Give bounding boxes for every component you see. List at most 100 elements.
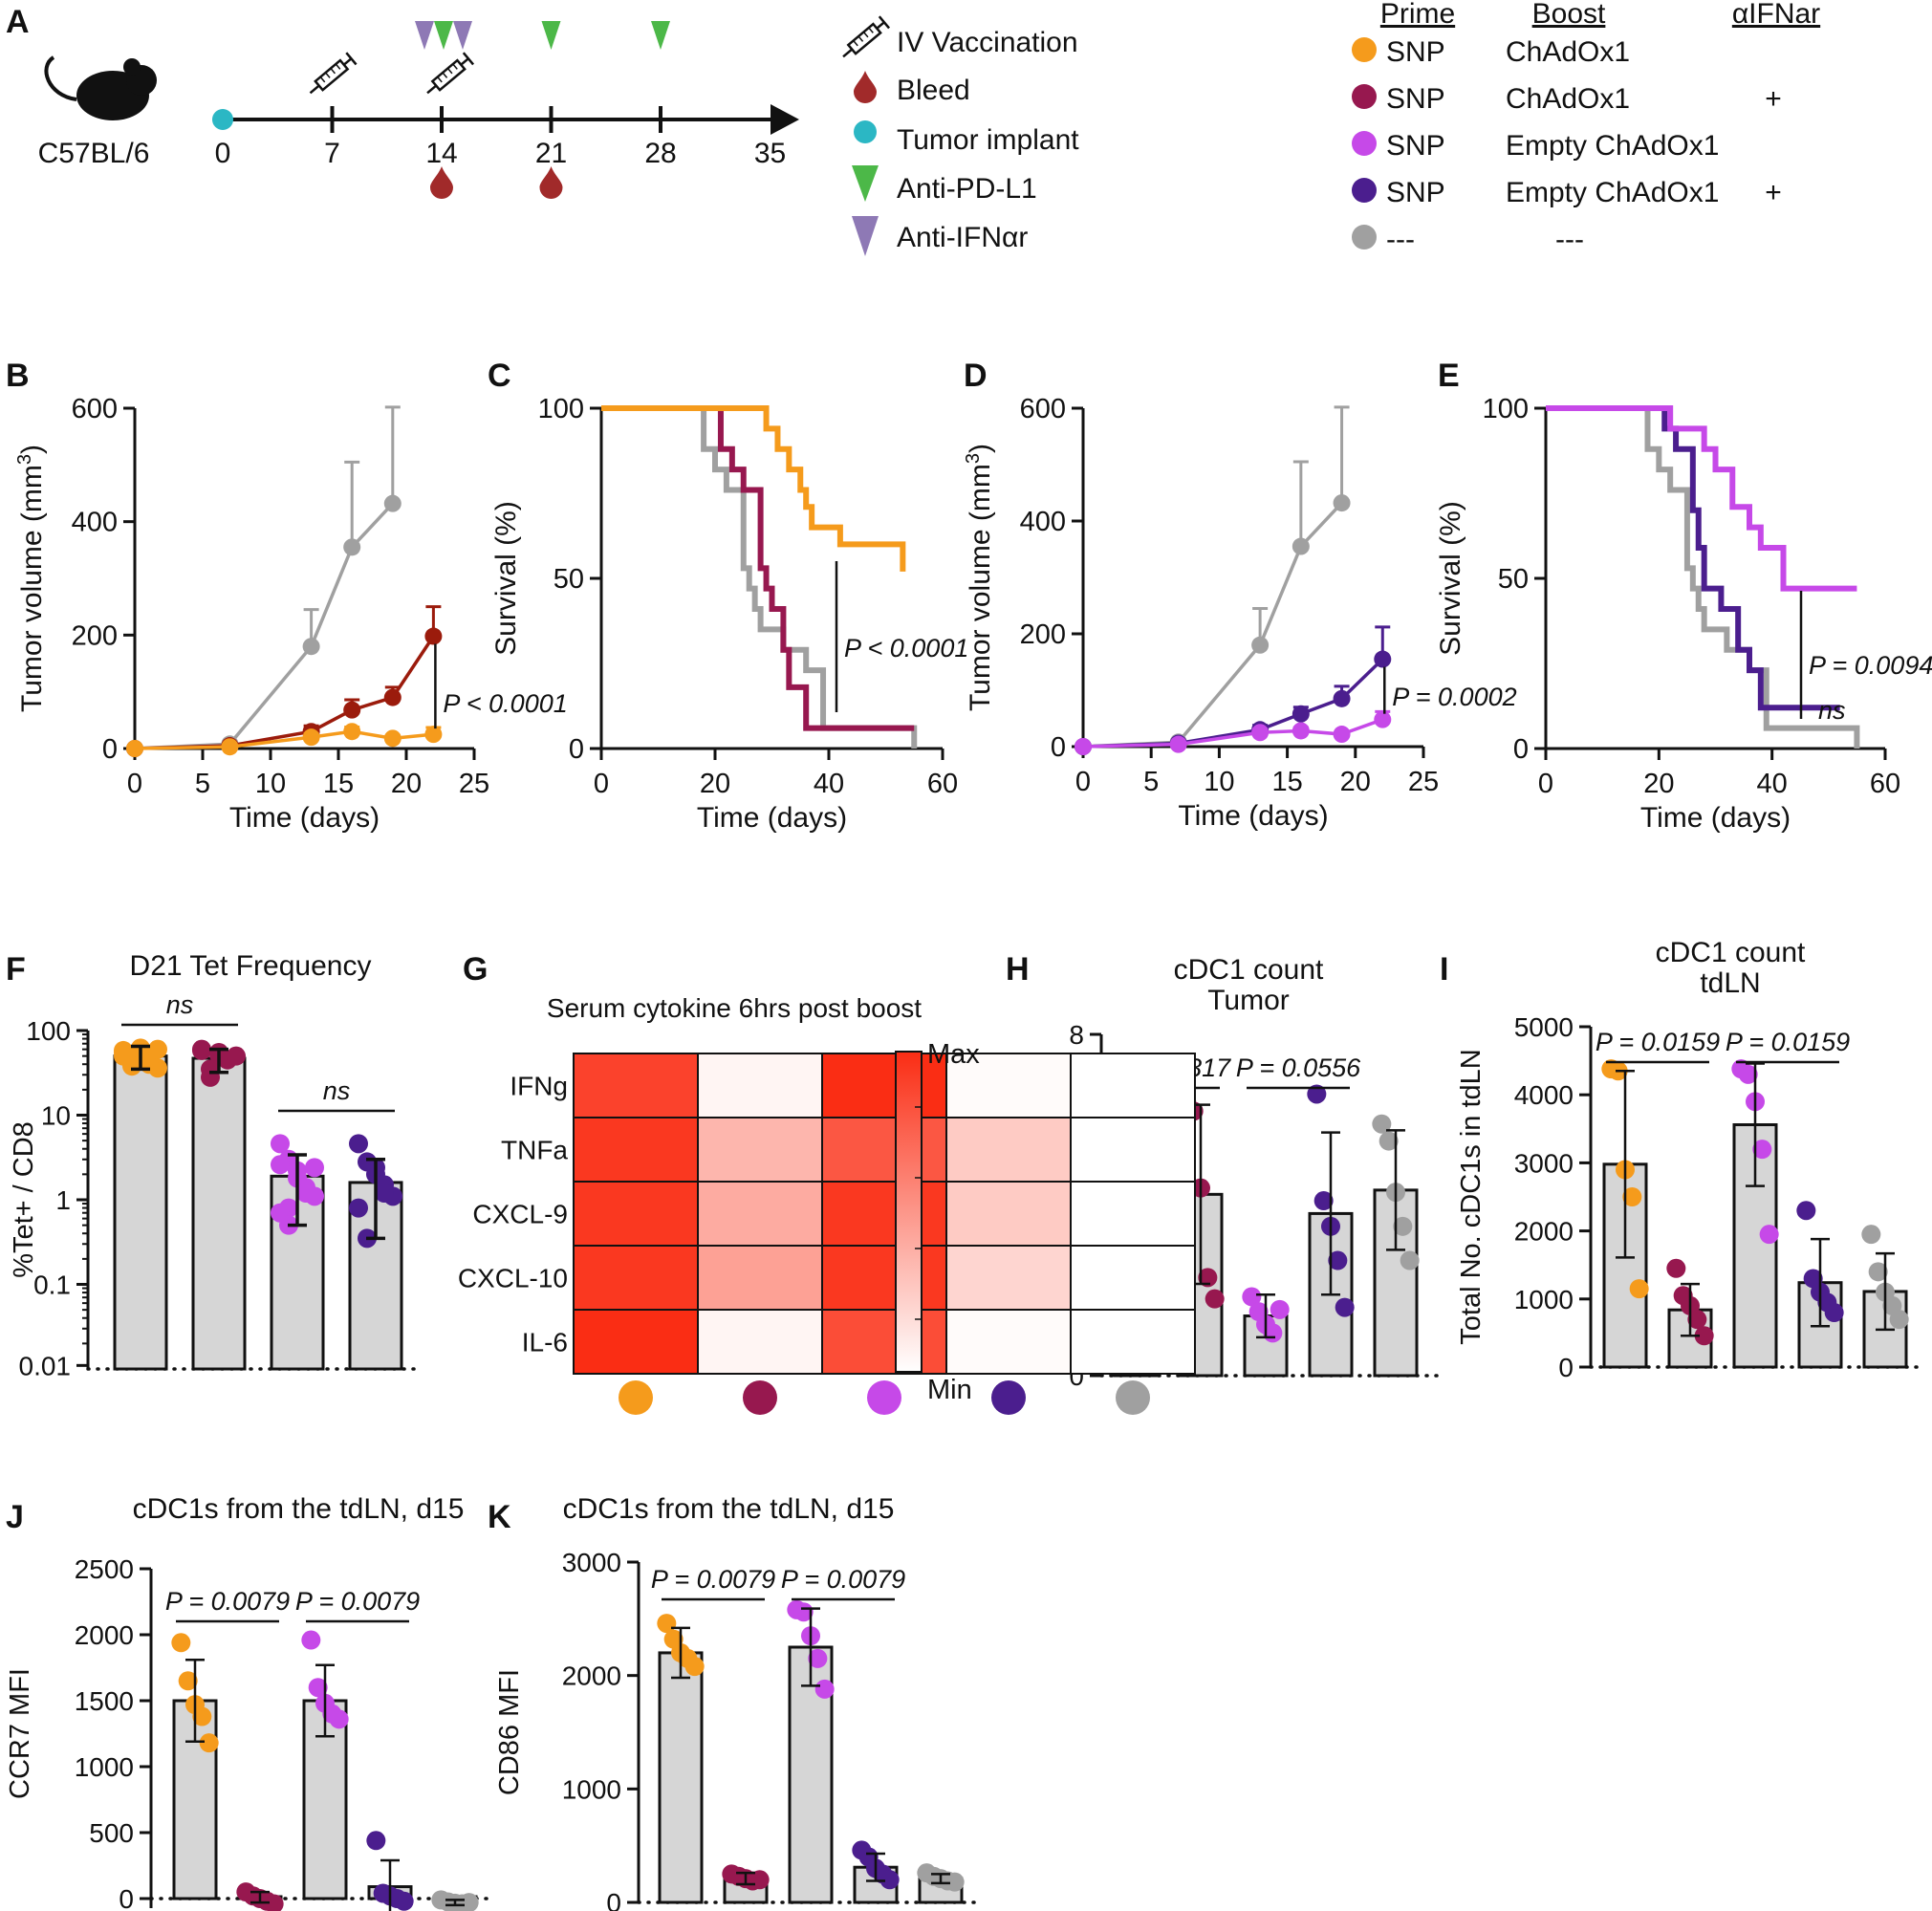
comparison-label: P = 0.0079	[651, 1565, 775, 1594]
data-point	[684, 1657, 705, 1677]
y-tick-label: 100	[26, 1016, 71, 1046]
chart-title: cDC1s from the tdLN, d15	[563, 1493, 895, 1525]
syringe-plunger	[342, 57, 353, 66]
data-point	[349, 1198, 368, 1218]
x-tick-label: 40	[1757, 769, 1788, 799]
data-point	[1868, 1262, 1888, 1282]
syringe-mark	[335, 63, 341, 70]
legend-label: IV Vaccination	[897, 27, 1078, 58]
teal-dot-icon	[854, 120, 877, 143]
data-point	[329, 1709, 349, 1729]
data-point	[1622, 1187, 1642, 1206]
survival-chart-c: 0 50 100 0 20 40 60 Time (days) Survival (%) P < …	[490, 394, 968, 834]
data-point	[271, 1155, 290, 1175]
panel-letter-b: B	[6, 358, 30, 394]
chart-title: D21 Tet Frequency	[130, 950, 372, 982]
ns-annotation: ns	[1818, 696, 1846, 725]
heatmap-cell	[945, 1181, 1072, 1247]
syringe-plunger	[876, 21, 885, 30]
strain-label: C57BL/6	[38, 138, 150, 169]
x-tick-label: 20	[1340, 767, 1371, 797]
data-point	[271, 1134, 290, 1154]
column-color-dot-icon	[991, 1380, 1026, 1415]
y-tick-label: 50	[1498, 564, 1529, 595]
data-point	[178, 1671, 198, 1691]
y-axis-label: CD86 MFI	[494, 1669, 525, 1795]
x-tick-label: 25	[1408, 767, 1439, 797]
y-tick-label: 1000	[75, 1752, 134, 1782]
panel-letter-a: A	[6, 4, 30, 40]
y-tick-label: 0	[1051, 732, 1066, 763]
y-tick-label: 400	[1020, 507, 1066, 537]
y-tick-label: 600	[72, 394, 118, 424]
syringe-mark	[319, 76, 326, 83]
survival-step-line	[1546, 405, 1840, 711]
syringe-mark	[853, 39, 858, 47]
lavender-triangle-icon	[453, 21, 472, 50]
survival-step-line	[601, 405, 918, 749]
y-tick-label: 4000	[1514, 1080, 1574, 1110]
heatmap-cell	[945, 1117, 1072, 1183]
syringe-handle	[462, 52, 475, 66]
survival-step-line	[1546, 405, 1857, 592]
syringe-handle	[345, 52, 358, 66]
data-point	[264, 1894, 284, 1911]
timeline-arrow-icon	[771, 104, 799, 135]
x-tick-label: 0	[1075, 767, 1091, 797]
bar-chart-i: 0 1000 2000 3000 4000 5000 P = 0.0159 P = 0.015…	[1456, 937, 1926, 1382]
data-point	[808, 1648, 828, 1668]
syringe-mark	[446, 67, 453, 75]
comparison-label: P = 0.0079	[295, 1587, 420, 1616]
y-axis-label: Survival (%)	[1435, 501, 1466, 656]
table-boost: ChAdOx1	[1506, 36, 1630, 68]
column-color-dot-icon	[619, 1380, 653, 1415]
y-axis-label: Tumor volume (mm3)	[963, 444, 996, 711]
timeline-day: 35	[754, 138, 786, 169]
group-color-dot-icon	[1352, 178, 1377, 203]
comparison-label: P = 0.0159	[1596, 1028, 1720, 1056]
data-point	[793, 1602, 814, 1622]
y-tick-label: 0	[569, 734, 584, 765]
table-boost: ---	[1555, 224, 1584, 255]
y-tick-label: 500	[89, 1818, 134, 1848]
data-point	[308, 1678, 328, 1698]
data-point	[1169, 735, 1187, 753]
panel-letter-k: K	[488, 1499, 511, 1535]
y-axis-label: Tumor volume (mm3)	[14, 445, 48, 712]
data-point	[1629, 1279, 1649, 1299]
group-color-dot-icon	[1352, 37, 1377, 62]
x-tick-label: 15	[323, 769, 354, 799]
data-point	[814, 1679, 835, 1699]
legend-label: Anti-PD-L1	[897, 173, 1037, 205]
data-point	[1889, 1310, 1909, 1330]
y-tick-label: 2000	[1514, 1217, 1574, 1247]
data-point	[343, 701, 361, 719]
comparison-label: P = 0.0159	[1726, 1028, 1850, 1056]
data-point	[1198, 1268, 1218, 1288]
y-axis-label: %Tet+ / CD8	[9, 1121, 39, 1278]
heatmap-cell	[697, 1181, 823, 1247]
timeline-day: 21	[535, 138, 567, 169]
data-point	[1759, 1225, 1779, 1245]
bar-chart-f: 0.01 0.1 1 10 100 ns ns D21 Tet Frequency %Tet+ …	[9, 950, 423, 1380]
data-point	[1333, 494, 1351, 512]
data-point	[1752, 1140, 1772, 1160]
heatmap-cell	[1070, 1309, 1196, 1375]
chart-subtitle: Tumor	[1207, 985, 1290, 1016]
comparison-label: ns	[323, 1076, 351, 1105]
data-point	[349, 1134, 368, 1154]
blood-drop-icon	[854, 71, 877, 103]
heatmap-cell	[697, 1245, 823, 1311]
data-point	[1242, 1287, 1262, 1307]
data-point	[301, 1630, 321, 1650]
survival-step-line	[601, 405, 906, 572]
data-point	[1796, 1201, 1816, 1221]
syringe-mark	[868, 27, 874, 33]
y-axis-label: CCR7 MFI	[5, 1668, 35, 1799]
data-point	[227, 1046, 246, 1066]
data-point	[366, 1831, 386, 1851]
y-tick-label: 600	[1020, 394, 1066, 424]
data-point	[1694, 1326, 1714, 1346]
x-tick-label: 0	[127, 769, 142, 799]
bar-chart-j: 0 500 1000 1500 2000 2500 P = 0.0079 P = 0.0079…	[5, 1493, 491, 1911]
